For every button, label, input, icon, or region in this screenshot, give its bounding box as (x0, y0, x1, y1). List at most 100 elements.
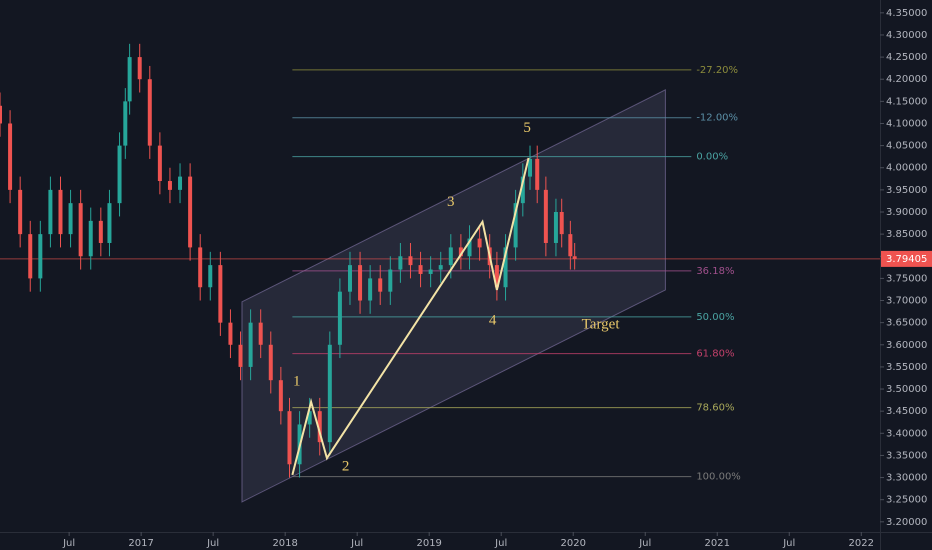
x-tick-label: 2019 (416, 538, 441, 549)
wave-label: 5 (523, 120, 531, 136)
candle-body (258, 322, 263, 345)
y-tick-label: 3.30000 (886, 473, 927, 484)
candle-body (307, 411, 312, 425)
candle-body (38, 234, 43, 279)
candle-body (178, 176, 183, 190)
current-price-label: 3.79405 (886, 254, 927, 265)
y-tick-label: 4.00000 (886, 163, 927, 174)
candle-body (48, 189, 53, 235)
candle-body (78, 203, 83, 257)
candle-body (287, 411, 292, 465)
y-tick-label: 3.20000 (886, 517, 927, 528)
y-tick-label: 3.70000 (886, 296, 927, 307)
fib-label: 50.00% (696, 312, 734, 323)
y-tick-label: 4.05000 (886, 141, 927, 152)
x-tick-label: 2021 (705, 538, 730, 549)
candle-body (0, 105, 2, 124)
fib-label: 36.18% (696, 266, 734, 277)
candle-body (188, 176, 193, 248)
candle-body (327, 344, 332, 443)
candle-body (137, 57, 142, 80)
candle-body (528, 158, 533, 177)
candle-body (127, 57, 132, 102)
candle-body (107, 203, 112, 243)
candle-body (117, 145, 122, 204)
candle-body (248, 322, 253, 367)
x-tick-label: Jul (206, 538, 219, 549)
candle-body (8, 123, 13, 190)
candle-body (157, 145, 162, 182)
candle-body (68, 203, 73, 235)
y-tick-label: 3.90000 (886, 207, 927, 218)
y-tick-label: 4.25000 (886, 52, 927, 63)
wave-label: 4 (489, 312, 497, 328)
wave-label: 1 (293, 373, 301, 389)
candle-body (317, 411, 322, 443)
candle-body (147, 79, 152, 146)
y-tick-label: 3.40000 (886, 428, 927, 439)
candle-body (238, 344, 243, 367)
candle-body (278, 380, 283, 412)
y-tick-label: 4.15000 (886, 96, 927, 107)
candle-body (428, 269, 433, 274)
candle-body (520, 176, 525, 204)
candle-body (98, 220, 103, 243)
candle-body (535, 158, 540, 190)
candle-body (494, 265, 499, 288)
candle-body (378, 278, 383, 292)
y-tick-label: 4.20000 (886, 74, 927, 85)
candle-body (18, 189, 23, 235)
candle-body (388, 269, 393, 292)
candle-body (408, 256, 413, 266)
fib-label: 100.00% (696, 472, 741, 483)
fib-label: -27.20% (696, 65, 738, 76)
y-tick-label: 4.30000 (886, 30, 927, 41)
y-tick-label: 3.35000 (886, 450, 927, 461)
x-tick-label: 2020 (560, 538, 585, 549)
x-tick-label: Jul (62, 538, 75, 549)
candle-body (167, 181, 172, 190)
y-tick-label: 3.45000 (886, 406, 927, 417)
y-tick-label: 3.25000 (886, 495, 927, 506)
candle-body (208, 265, 213, 288)
candle-body (368, 278, 373, 301)
candle-body (398, 256, 403, 270)
candle-body (337, 291, 342, 345)
candle-body (438, 265, 443, 270)
candle-body (228, 322, 233, 345)
wave-line (291, 157, 530, 476)
candle-body (268, 344, 273, 381)
fib-label: 78.60% (696, 403, 734, 414)
candle-body (513, 203, 518, 248)
candle-body (218, 265, 223, 323)
candle-body (198, 247, 203, 288)
candle-body (358, 265, 363, 301)
x-tick-label: 2018 (272, 538, 297, 549)
candle-body (458, 247, 463, 257)
x-tick-label: Jul (638, 538, 651, 549)
y-tick-label: 3.85000 (886, 229, 927, 240)
x-tick-label: Jul (350, 538, 363, 549)
candle-body (553, 212, 558, 243)
wave-label: 2 (342, 458, 350, 474)
x-tick-label: Jul (782, 538, 795, 549)
y-tick-label: 3.95000 (886, 185, 927, 196)
y-tick-label: 3.75000 (886, 273, 927, 284)
candle-body (58, 189, 63, 235)
y-tick-label: 3.60000 (886, 340, 927, 351)
x-tick-label: 2017 (128, 538, 153, 549)
candle-body (347, 265, 352, 292)
y-tick-label: 4.10000 (886, 118, 927, 129)
candle-body (448, 247, 453, 266)
current-price-box (881, 250, 932, 267)
fib-label: -12.00% (696, 113, 738, 124)
candle-body (88, 220, 93, 257)
candle-body (572, 256, 577, 259)
candle-body (568, 234, 573, 257)
y-tick-label: 3.65000 (886, 318, 927, 329)
candle-body (477, 238, 482, 248)
fib-label: 0.00% (696, 152, 728, 163)
